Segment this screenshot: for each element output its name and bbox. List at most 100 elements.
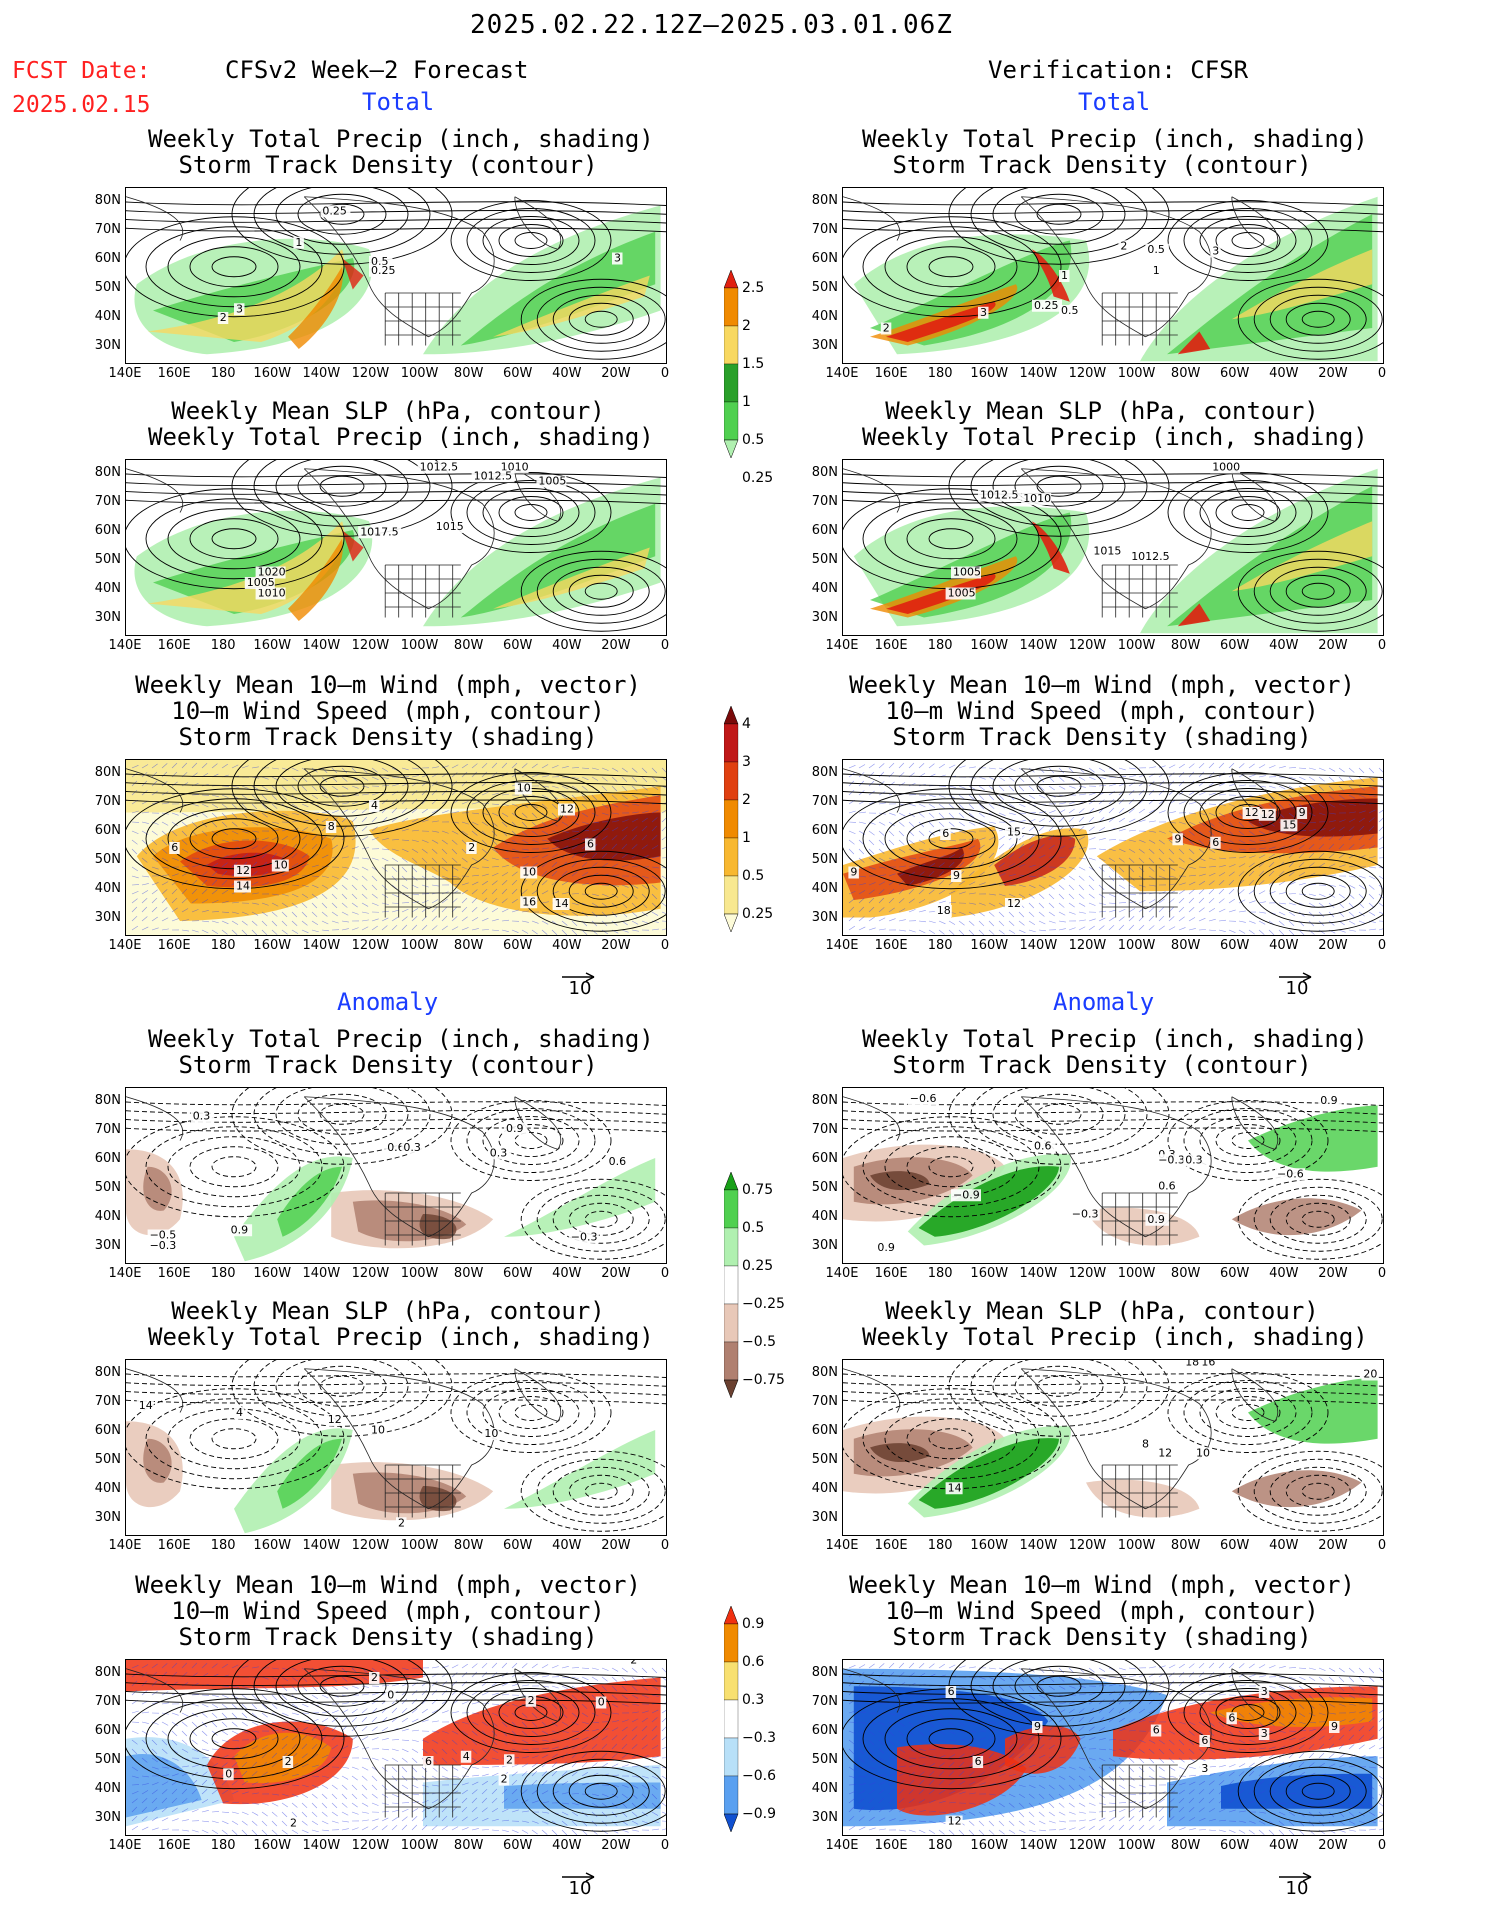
shaded-region xyxy=(897,1744,1027,1816)
colorbar-swatch xyxy=(723,439,739,459)
lat-tick-label: 50N xyxy=(811,1452,838,1467)
colorbar-swatch xyxy=(723,1265,739,1305)
shaded-region xyxy=(1231,1470,1362,1508)
lon-tick-label: 140W xyxy=(1019,938,1058,953)
lon-tick-label: 160W xyxy=(253,1538,292,1553)
lat-tick-label: 80N xyxy=(94,193,121,208)
left-anomaly-label: Anomaly xyxy=(337,988,439,1016)
lat-tick-label: 40N xyxy=(94,881,121,896)
contour-label: 0.6 xyxy=(1158,1180,1176,1193)
lon-tick-label: 180 xyxy=(927,638,953,653)
shaded-region xyxy=(419,1486,457,1512)
contour-label-bg xyxy=(1032,1721,1043,1733)
colorbar-label: 0.5 xyxy=(742,868,765,884)
shaded-region xyxy=(1231,249,1373,320)
p1-title: Weekly Total Precip (inch, shading) Storm… xyxy=(148,125,654,179)
colorbar-label: 0.25 xyxy=(742,906,774,922)
lon-tick-label: 40W xyxy=(552,638,582,653)
lon-tick-label: 80W xyxy=(1170,1538,1201,1553)
lon-tick-label: 20W xyxy=(601,1838,631,1853)
lon-tick-label: 100W xyxy=(400,938,439,953)
lat-tick-label: 30N xyxy=(94,610,121,625)
lat-tick-label: 30N xyxy=(94,910,121,925)
map-panel-forecast-slp-precip: 1012.5 1010 1005 1012.5 1017.5 1015 1020 1010 10… xyxy=(125,459,667,636)
contour-label-bg xyxy=(875,1241,899,1254)
colorbar-precip-total: 2.5 2 1.5 1 0.5 0.25 xyxy=(723,269,804,538)
lon-tick-label: 100W xyxy=(1117,638,1156,653)
contour-label: 6 xyxy=(1228,1711,1235,1724)
lat-tick-label: 40N xyxy=(811,1481,838,1496)
contour-label-bg xyxy=(514,782,532,795)
lon-tick-label: 140W xyxy=(1019,366,1058,381)
contour-label-bg xyxy=(234,864,251,877)
left-total-label: Total xyxy=(362,88,435,116)
shaded-region xyxy=(342,258,364,290)
colorbar-swatch xyxy=(723,837,739,877)
contour-label: −0.3 xyxy=(1158,1153,1185,1166)
lon-tick-label: 120W xyxy=(1068,938,1107,953)
lat-tick-label: 70N xyxy=(94,1394,121,1409)
contour-label-bg xyxy=(880,322,892,335)
lat-tick-label: 60N xyxy=(811,523,838,538)
contour-label: 0.9 xyxy=(231,1223,249,1236)
contour-label: 0.3 xyxy=(403,1141,421,1154)
colorbar-label: 0.25 xyxy=(742,470,774,486)
contour-label: 10 xyxy=(522,866,536,879)
lon-tick-label: 140E xyxy=(108,1538,142,1553)
lon-tick-label: 60W xyxy=(1220,1538,1250,1553)
contour-label: 1005 xyxy=(948,587,976,600)
lon-tick-label: 100W xyxy=(1117,1838,1156,1853)
shaded-region xyxy=(886,301,996,342)
lon-tick-label: 140E xyxy=(108,938,142,953)
lon-tick-label: 180 xyxy=(927,1838,953,1853)
contour-label-bg xyxy=(234,880,251,893)
contour-label-bg xyxy=(951,870,962,882)
lon-tick-label: 20W xyxy=(601,1538,631,1553)
contour-label: 1010 xyxy=(1023,492,1051,505)
contour-label: −0.6 xyxy=(910,1092,937,1105)
shaded-region xyxy=(1032,521,1070,574)
lon-tick-label: 140W xyxy=(302,1538,341,1553)
contour-label: 0.5 xyxy=(1061,304,1079,317)
lat-tick-label: 50N xyxy=(811,1752,838,1767)
coastlines xyxy=(843,768,1279,918)
map-panel-verif-precip-storm: 1 2 0.5 3 0.25 0.5 1 3 2 xyxy=(842,187,1384,364)
lon-tick-label: 120W xyxy=(1068,1266,1107,1281)
contour-label-bg xyxy=(498,1773,510,1786)
lon-tick-label: 160E xyxy=(157,366,191,381)
map-panel-forecast-slp-anom: 14 12 10 10 2 4 xyxy=(125,1359,667,1536)
colorbar-swatch xyxy=(723,705,739,725)
lat-tick-label: 70N xyxy=(94,1122,121,1137)
contour-label: 12 xyxy=(236,864,250,877)
contour-label-bg xyxy=(223,1768,234,1781)
contour-label: 12 xyxy=(1245,806,1259,819)
map-panel-forecast-wind-storm: 6 12 10 14 8 4 2 10 10 12 6 16 14 xyxy=(125,759,667,936)
contour-label-bg xyxy=(1258,1686,1270,1698)
lon-tick-label: 160E xyxy=(157,1538,191,1553)
vector-ref-label: 10 xyxy=(568,978,592,999)
lon-tick-label: 80W xyxy=(453,638,484,653)
lat-tick-label: 60N xyxy=(811,1151,838,1166)
colorbar-label: 1 xyxy=(742,830,751,846)
colorbar-swatch xyxy=(723,1699,739,1739)
lon-tick-label: 120W xyxy=(351,638,390,653)
contour-label: 0.6 xyxy=(609,1155,627,1168)
contour-label-bg xyxy=(945,1482,963,1495)
colorbar-swatch xyxy=(723,1605,739,1625)
lon-tick-label: 140E xyxy=(825,1838,859,1853)
shaded-region xyxy=(1231,1198,1362,1236)
coastlines xyxy=(843,196,1279,346)
colorbar-storm-total: 4 3 2 1 0.5 0.25 xyxy=(723,705,804,1012)
contour-label-bg xyxy=(1032,299,1062,312)
contour-label-bg xyxy=(1172,833,1183,846)
colorbar-swatch xyxy=(723,1171,739,1191)
lon-tick-label: 160W xyxy=(970,1838,1009,1853)
contour-label-bg xyxy=(525,1694,537,1707)
lon-tick-label: 80W xyxy=(1170,638,1201,653)
contour-label: 1012.5 xyxy=(420,461,459,474)
p3-title: Weekly Mean SLP (hPa, contour) Weekly Tot… xyxy=(148,397,654,451)
lon-tick-label: 100W xyxy=(400,1838,439,1853)
contour-label-bg xyxy=(978,306,989,319)
